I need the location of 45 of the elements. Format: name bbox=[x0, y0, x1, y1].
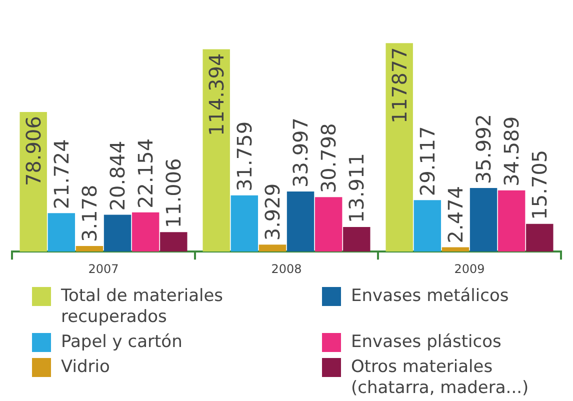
bar bbox=[160, 232, 188, 252]
data-label: 78.906 bbox=[21, 116, 46, 186]
data-label: 22.154 bbox=[134, 138, 158, 208]
legend-label: Otros materiales (chatarra, madera...) bbox=[351, 357, 530, 399]
bar bbox=[414, 200, 442, 252]
data-label: 3.178 bbox=[77, 184, 102, 242]
bar bbox=[48, 213, 76, 252]
x-tick-label: 2007 bbox=[88, 262, 119, 276]
data-label: 20.844 bbox=[106, 140, 130, 211]
bar bbox=[442, 247, 470, 252]
bar bbox=[286, 191, 314, 252]
legend-label: Papel y cartón bbox=[61, 332, 184, 353]
bar bbox=[230, 195, 258, 252]
x-tick-label: 2008 bbox=[271, 262, 302, 276]
data-label: 33.997 bbox=[288, 117, 313, 188]
legend-label: Total de materiales recuperados bbox=[61, 286, 224, 328]
data-label: 29.117 bbox=[415, 126, 440, 196]
data-label: 31.759 bbox=[232, 121, 256, 192]
bar bbox=[132, 212, 160, 252]
data-label: 117877 bbox=[387, 47, 412, 124]
bar bbox=[258, 244, 286, 252]
bar bbox=[76, 246, 104, 252]
legend-label: Envases metálicos bbox=[351, 286, 510, 307]
data-label: 11.006 bbox=[162, 158, 186, 228]
bar bbox=[386, 43, 413, 252]
data-label: 3.929 bbox=[260, 183, 284, 241]
bar bbox=[498, 190, 526, 252]
bar bbox=[20, 112, 47, 252]
data-label: 21.724 bbox=[49, 139, 74, 210]
data-label: 30.798 bbox=[316, 123, 341, 194]
data-label: 114.394 bbox=[204, 53, 228, 136]
bar bbox=[202, 49, 230, 252]
data-label: 15.705 bbox=[528, 150, 552, 220]
data-label: 2.474 bbox=[443, 186, 468, 244]
bar bbox=[314, 197, 342, 252]
bar bbox=[104, 214, 132, 252]
data-label: 13.911 bbox=[344, 153, 369, 223]
bar bbox=[526, 224, 554, 252]
x-tick-label: 2009 bbox=[454, 262, 485, 276]
data-label: 35.992 bbox=[472, 114, 496, 184]
legend-label: Envases plásticos bbox=[351, 332, 502, 353]
data-label: 34.589 bbox=[500, 116, 524, 186]
bar bbox=[343, 227, 370, 252]
legend-label: Vidrio bbox=[61, 357, 111, 378]
bar bbox=[470, 188, 498, 252]
